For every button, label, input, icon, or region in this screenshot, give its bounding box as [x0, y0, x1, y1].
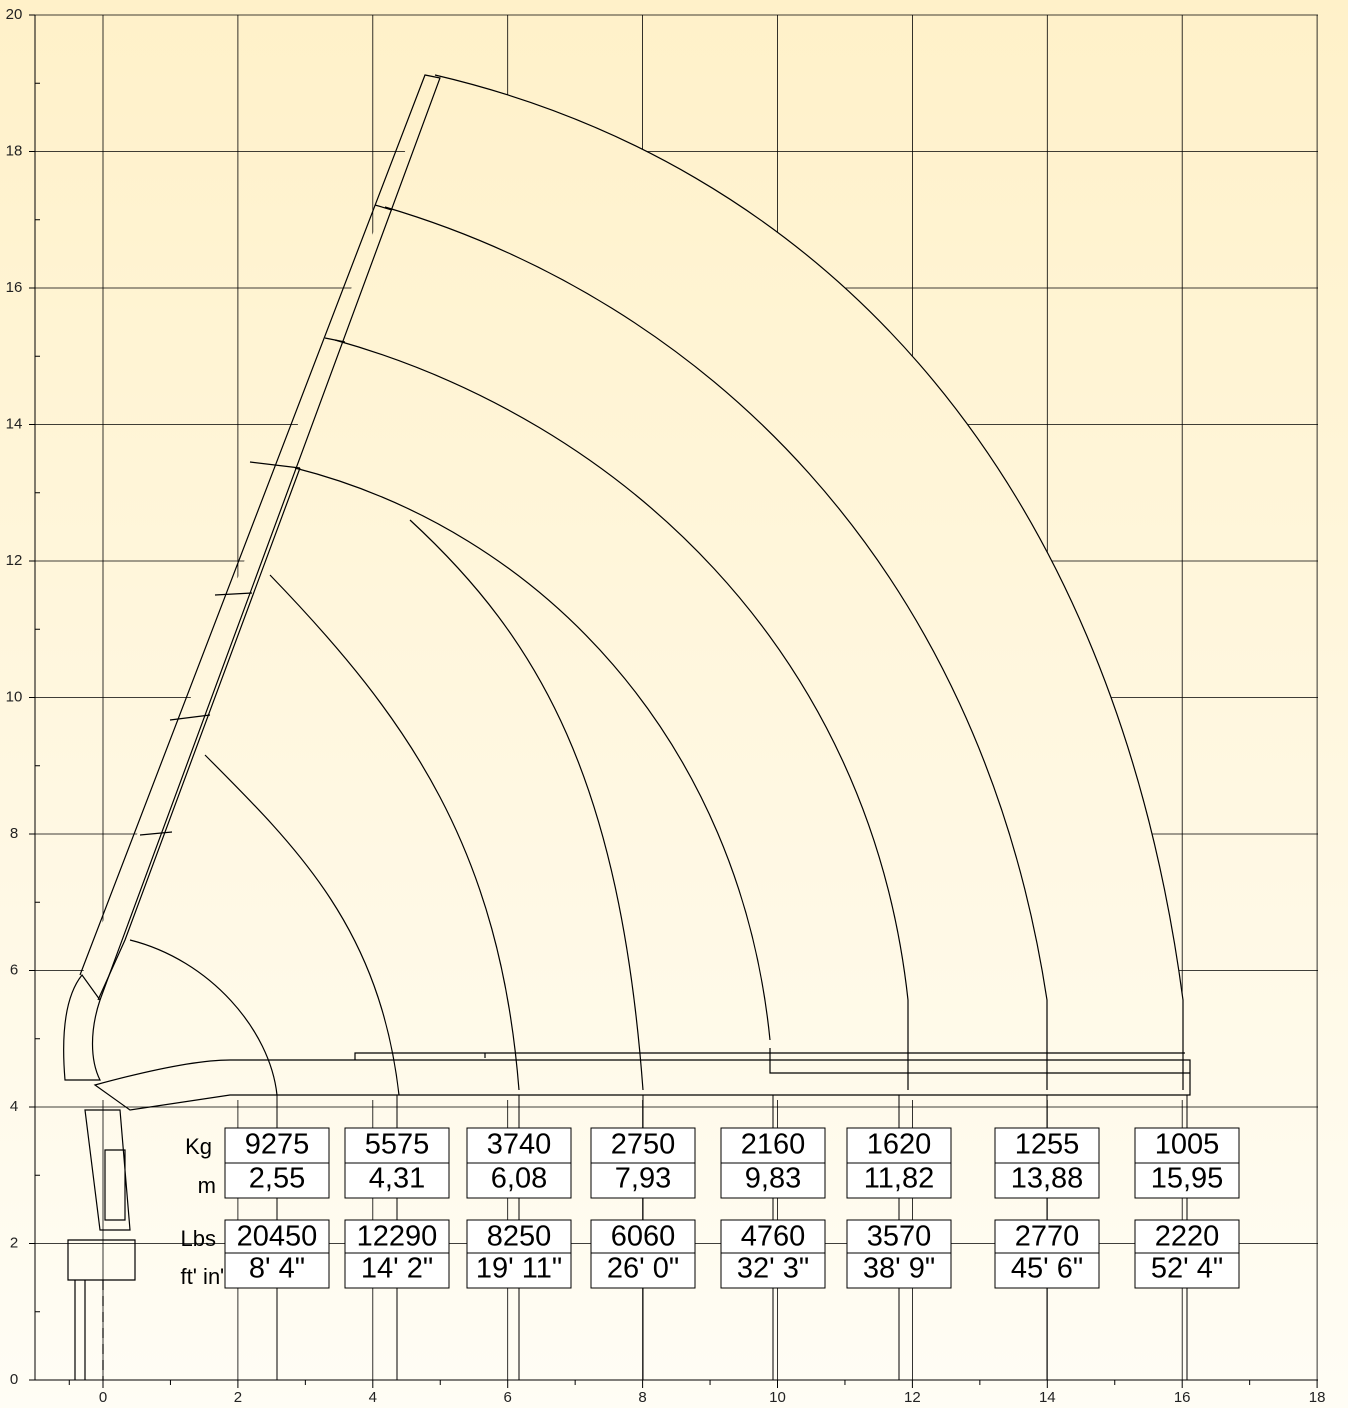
arc	[269, 574, 520, 1091]
y-tick-label: 2	[10, 1234, 18, 1251]
imperial-box	[224, 1219, 330, 1289]
load-kg: 2750	[611, 1129, 676, 1161]
x-tick-label: 4	[369, 1389, 377, 1406]
reach-ft-in: 26' 0"	[607, 1253, 679, 1285]
load-kg: 1255	[1015, 1129, 1080, 1161]
y-tick-label: 4	[10, 1098, 18, 1115]
arc	[129, 939, 278, 1096]
load-lbs: 6060	[611, 1221, 676, 1253]
boom-main	[79, 74, 441, 1001]
x-tick-label: 12	[904, 1389, 921, 1406]
arc	[409, 519, 644, 1091]
axis-ticks: 0 2 4 6 8 10 12 14 16 18 0 2 4 6 8 10 12 14 16 18 20	[6, 6, 1326, 1406]
x-tick-label: 0	[99, 1389, 107, 1406]
y-tick-label: 16	[6, 279, 23, 296]
horizontal-boom	[93, 1059, 1191, 1111]
row-label: Kg	[185, 1134, 212, 1159]
reach-ft-in: 19' 11"	[476, 1253, 562, 1285]
reach-m: 2,55	[249, 1163, 305, 1195]
load-lbs: 4760	[741, 1221, 806, 1253]
load-kg: 5575	[365, 1129, 430, 1161]
arc	[434, 74, 1184, 1090]
arc	[204, 754, 400, 1096]
load-lbs: 3570	[867, 1221, 932, 1253]
boom-edge	[97, 467, 301, 1001]
reach-ft-in: 52' 4"	[1151, 1253, 1223, 1285]
arc	[384, 206, 1048, 1090]
boom-joints	[139, 204, 393, 836]
x-tick-label: 6	[504, 1389, 512, 1406]
reach-ft-in: 32' 3"	[737, 1253, 809, 1285]
imperial-box	[720, 1219, 826, 1289]
load-lbs: 2770	[1015, 1221, 1080, 1253]
load-kg: 3740	[487, 1129, 552, 1161]
working-envelope	[80, 75, 1183, 1100]
x-tick-label: 16	[1174, 1389, 1191, 1406]
reach-m: 9,83	[745, 1163, 801, 1195]
imperial-box	[994, 1219, 1100, 1289]
reach-ft-in: 45' 6"	[1011, 1253, 1083, 1285]
load-lbs: 2220	[1155, 1221, 1220, 1253]
load-lbs: 12290	[357, 1221, 438, 1253]
base	[67, 1239, 136, 1380]
load-lbs: 8250	[487, 1221, 552, 1253]
reach-arcs	[129, 74, 1184, 1096]
y-tick-label: 20	[6, 6, 23, 23]
y-tick-label: 14	[6, 415, 23, 432]
y-tick-label: 18	[6, 142, 23, 159]
imperial-box	[846, 1219, 952, 1289]
load-lbs: 20450	[237, 1221, 318, 1253]
load-kg: 2160	[741, 1129, 806, 1161]
imperial-box	[466, 1219, 572, 1289]
reach-m: 13,88	[1011, 1163, 1084, 1195]
row-label: Lbs	[181, 1226, 216, 1251]
x-tick-label: 2	[234, 1389, 242, 1406]
reach-ft-in: 38' 9"	[863, 1253, 935, 1285]
reach-m: 15,95	[1151, 1163, 1224, 1195]
reach-m: 7,93	[615, 1163, 671, 1195]
y-tick-label: 10	[6, 688, 23, 705]
arc	[294, 467, 771, 1041]
load-kg: 1005	[1155, 1129, 1220, 1161]
knuckle	[63, 974, 101, 1081]
reach-m: 11,82	[864, 1163, 934, 1195]
y-tick-label: 8	[10, 825, 18, 842]
imperial-box	[344, 1219, 450, 1289]
y-tick-label: 12	[6, 552, 23, 569]
arc	[334, 339, 909, 1090]
load-kg: 1620	[867, 1129, 932, 1161]
row-label: ft' in"	[181, 1264, 228, 1289]
x-tick-label: 14	[1039, 1389, 1056, 1406]
imperial-box	[590, 1219, 696, 1289]
load-kg: 9275	[245, 1129, 310, 1161]
crane	[63, 74, 1191, 1380]
y-tick-label: 0	[10, 1371, 18, 1388]
reach-ft-in: 14' 2"	[361, 1253, 433, 1285]
row-label: m	[198, 1173, 216, 1198]
x-tick-label: 8	[638, 1389, 646, 1406]
x-tick-label: 18	[1309, 1389, 1326, 1406]
x-tick-label: 10	[769, 1389, 786, 1406]
column	[84, 1109, 131, 1231]
imperial-box	[1134, 1219, 1240, 1289]
reach-m: 6,08	[491, 1163, 547, 1195]
y-tick-label: 6	[10, 961, 18, 978]
reach-m: 4,31	[369, 1163, 425, 1195]
boom-sections	[354, 1048, 1190, 1074]
reach-ft-in: 8' 4"	[249, 1253, 305, 1285]
